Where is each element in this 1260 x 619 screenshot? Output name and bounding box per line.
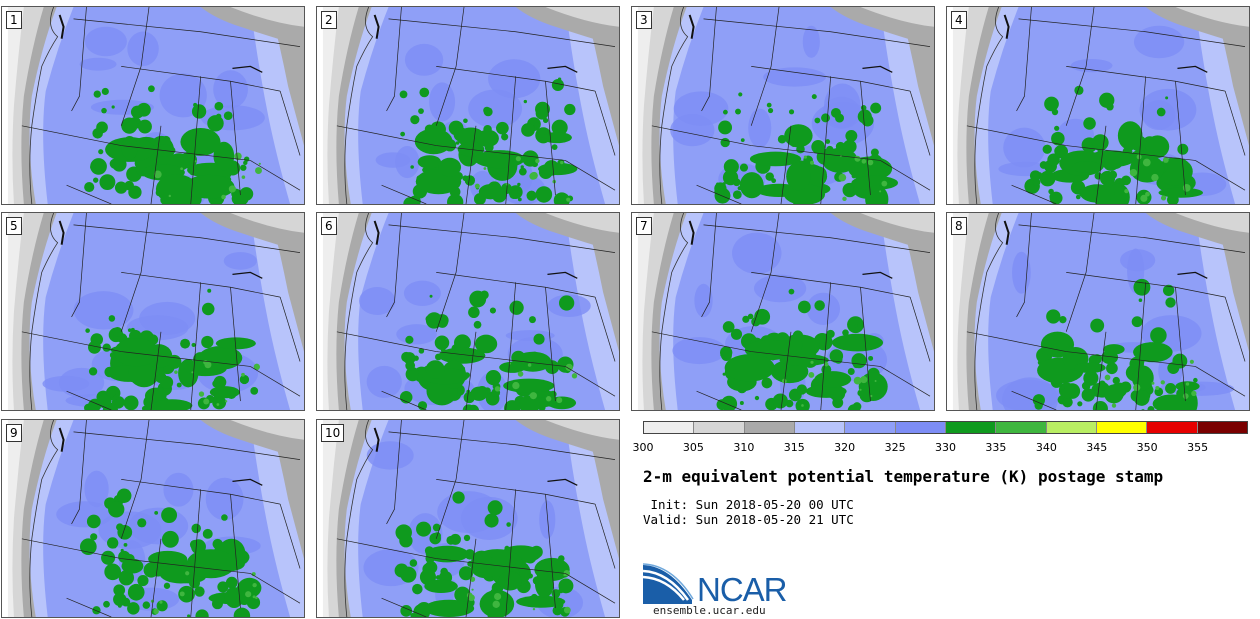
colorbar-segment (1196, 422, 1247, 433)
stamp-panel: 5 (1, 212, 305, 411)
stamp-map (317, 420, 619, 617)
stamp-panel: 4 (946, 6, 1250, 205)
colorbar-tick-label: 300 (632, 441, 654, 454)
stamp-map (317, 7, 619, 204)
stamp-number: 1 (6, 11, 22, 29)
stamp-number: 6 (321, 217, 337, 235)
stamp-panel: 9 (1, 419, 305, 618)
colorbar-segment (944, 422, 996, 433)
colorbar-segment (743, 422, 794, 433)
colorbar-segment (1146, 422, 1197, 433)
colorbar-segment (995, 422, 1046, 433)
ncar-logo-text: NCAR (697, 571, 787, 606)
colorbar-segment (844, 422, 895, 433)
colorbar-tick-label: 320 (834, 441, 856, 454)
colorbar-segment (894, 422, 945, 433)
stamp-number: 7 (636, 217, 652, 235)
init-time: Init: Sun 2018-05-20 00 UTC (643, 497, 854, 512)
colorbar-segment (1045, 422, 1096, 433)
colorbar-tick-label: 335 (985, 441, 1007, 454)
colorbar-tick-label: 355 (1187, 441, 1209, 454)
logo-url: ensemble.ucar.edu (653, 604, 766, 617)
colorbar-tick-label: 340 (1035, 441, 1057, 454)
stamp-panel: 8 (946, 212, 1250, 411)
colorbar-tick-label: 305 (682, 441, 704, 454)
stamp-number: 2 (321, 11, 337, 29)
stamp-map (2, 7, 304, 204)
colorbar-segment (693, 422, 744, 433)
valid-time: Valid: Sun 2018-05-20 21 UTC (643, 512, 854, 527)
colorbar-tick-label: 350 (1136, 441, 1158, 454)
colorbar-tick-label: 315 (783, 441, 805, 454)
stamp-map (2, 213, 304, 410)
stamp-panel: 10 (316, 419, 620, 618)
stamp-panel: 2 (316, 6, 620, 205)
colorbar (643, 421, 1248, 434)
stamp-number: 10 (321, 424, 345, 442)
stamp-panel: 1 (1, 6, 305, 205)
ncar-logo: NCAR (642, 563, 788, 606)
colorbar-segment (1095, 422, 1147, 433)
colorbar-tick-label: 310 (733, 441, 755, 454)
stamp-map (947, 7, 1249, 204)
map-title: 2-m equivalent potential temperature (K)… (643, 467, 1164, 486)
stamp-panel: 7 (631, 212, 935, 411)
colorbar-tick-label: 345 (1086, 441, 1108, 454)
stamp-number: 9 (6, 424, 22, 442)
stamp-map (2, 420, 304, 617)
stamp-number: 4 (951, 11, 967, 29)
stamp-panel: 3 (631, 6, 935, 205)
stamp-map (632, 213, 934, 410)
stamp-number: 3 (636, 11, 652, 29)
stamp-map (947, 213, 1249, 410)
colorbar-tick-label: 330 (935, 441, 956, 454)
stamp-number: 5 (6, 217, 22, 235)
colorbar-segment (644, 422, 694, 433)
stamp-panel: 6 (316, 212, 620, 411)
stamp-map (632, 7, 934, 204)
stamp-map (317, 213, 619, 410)
colorbar-segment (793, 422, 845, 433)
stamp-number: 8 (951, 217, 967, 235)
colorbar-tick-label: 325 (884, 441, 906, 454)
